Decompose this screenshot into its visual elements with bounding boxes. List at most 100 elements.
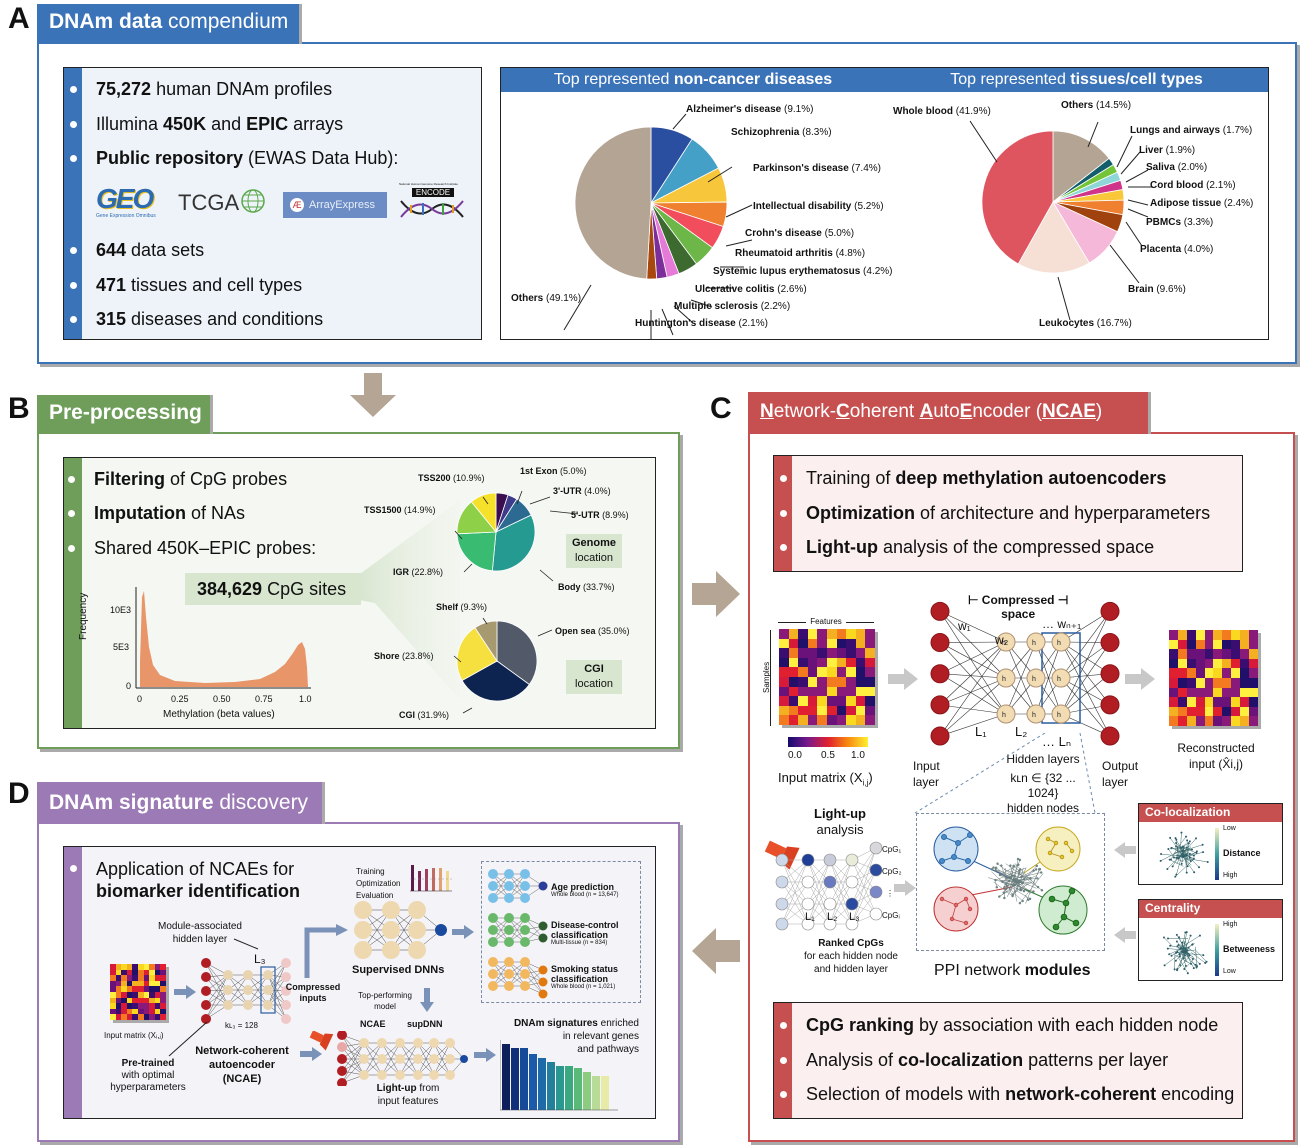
neuron xyxy=(281,1000,291,1010)
bullet-datasets: 644 data sets xyxy=(69,240,205,260)
neuron xyxy=(520,925,530,935)
neuron xyxy=(996,632,1016,652)
label-leukocytes: Leukocytes (16.7%) xyxy=(1039,318,1132,329)
neuron xyxy=(337,1031,347,1040)
label-others-disease: Others (49.1%) xyxy=(511,293,582,304)
label-pbmcs: PBMCs (3.3%) xyxy=(1146,217,1214,228)
compressed-inputs-label: Compressed inputs xyxy=(285,982,341,1003)
disease-pie-chart xyxy=(574,126,728,280)
neuron xyxy=(413,1070,423,1080)
neuron xyxy=(413,1054,423,1064)
cpg-sites-count: 384,629 CpG sites xyxy=(185,573,361,605)
distance-colorbar xyxy=(1215,828,1219,880)
neuron xyxy=(1026,668,1046,688)
supervised-dnn-network xyxy=(354,901,447,959)
neuron xyxy=(243,1000,253,1010)
label-crohns: Crohn's disease (5.0%) xyxy=(745,228,855,239)
k-l3-label: kʟ₃ = 128 xyxy=(225,1021,258,1030)
svg-text:h: h xyxy=(1032,712,1036,719)
bullet-filtering: Filtering of CpG probes xyxy=(67,469,288,489)
histogram-ylabel: Frequency xyxy=(78,592,89,640)
neuron xyxy=(359,1054,369,1064)
compressed-space-label: ⊢ Compressed ⊣ space xyxy=(968,593,1069,621)
label-igr: IGR (22.8%) xyxy=(393,567,444,577)
neuron xyxy=(429,1054,439,1064)
neuron xyxy=(263,970,273,980)
bullet-repository: Public repository (EWAS Data Hub): xyxy=(69,148,399,168)
lightup-combined-network xyxy=(309,1031,468,1086)
neuron xyxy=(460,1055,468,1063)
neuron xyxy=(445,1038,455,1048)
neuron xyxy=(281,972,291,982)
neuron xyxy=(1051,632,1071,652)
neuron xyxy=(538,933,548,943)
neuron xyxy=(488,869,498,879)
panel-b-title: Pre-processing xyxy=(37,395,210,434)
arrayexpress-icon: Æ xyxy=(290,198,304,212)
neuron xyxy=(429,1038,439,1048)
weight-wn1: … wₙ₊₁ xyxy=(1042,617,1082,631)
stripe xyxy=(64,847,82,1118)
neuron xyxy=(930,726,950,746)
label-5utr: 5'-UTR (8.9%) xyxy=(571,510,629,520)
encode-logo: National Human Genome Research Institute… xyxy=(399,182,467,226)
arrow-down-icon xyxy=(350,373,396,417)
genome-leader-lines xyxy=(454,490,579,582)
disease-leader-lines xyxy=(563,113,753,340)
neuron xyxy=(504,957,514,967)
neuron xyxy=(1026,632,1046,652)
panel-d-title: DNAm signature discovery xyxy=(37,782,322,824)
colocalization-title: Co-localization xyxy=(1139,804,1282,822)
label-ulcerative-colitis: Ulcerative colitis (2.6%) xyxy=(695,284,807,295)
svg-text:h: h xyxy=(1057,640,1061,647)
label-body: Body (33.7%) xyxy=(558,582,615,592)
label-whole-blood: Whole blood (41.9%) xyxy=(893,106,991,117)
neuron xyxy=(281,958,291,968)
task-age: Age prediction Whole blood (n = 13,647) xyxy=(551,882,619,898)
ppi-modules-label: PPI network modules xyxy=(934,962,1091,979)
flashlight-icon xyxy=(309,1031,334,1051)
d-ncae-network xyxy=(201,958,291,1024)
neuron xyxy=(488,957,498,967)
supervised-dnns-label: Supervised DNNs xyxy=(352,964,445,976)
layer-l1: L₁ xyxy=(975,724,987,739)
label-multiple-sclerosis: Multiple sclerosis (2.2%) xyxy=(674,301,791,312)
neuron xyxy=(281,1014,291,1024)
neuron xyxy=(520,981,530,991)
neuron xyxy=(538,921,548,931)
bullet-cpg-ranking: CpG ranking by association with each hid… xyxy=(779,1015,1219,1035)
task-disease: Disease-control classification Multi-tiss… xyxy=(551,920,619,946)
arrow-right-blue-icon xyxy=(300,1047,322,1061)
centrality-card: Centrality High Betweeness Low xyxy=(1138,899,1283,981)
input-matrix-label: Input matrix (Xi,j) xyxy=(778,770,873,788)
neuron xyxy=(504,869,514,879)
pie-slice xyxy=(491,514,536,572)
label-lungs: Lungs and airways (1.7%) xyxy=(1130,125,1253,136)
panel-a-title: DNAm data compendium xyxy=(37,4,299,44)
leader-line xyxy=(168,1021,208,1057)
neuron xyxy=(408,921,426,939)
tasks-box xyxy=(481,861,641,1003)
cpg-funnel xyxy=(360,500,460,700)
colorbar xyxy=(788,737,868,747)
betweeness-colorbar xyxy=(1215,924,1219,976)
signatures-label: DNAm signatures enriched in relevant gen… xyxy=(513,1018,639,1055)
neuron xyxy=(382,901,400,919)
reconstructed-heatmap xyxy=(1169,630,1258,726)
pie-slice xyxy=(470,492,497,534)
neuron xyxy=(377,1054,387,1064)
module-hidden-layer-label: Module-associated hidden layer xyxy=(158,921,242,945)
neuron xyxy=(435,924,447,936)
neuron xyxy=(223,970,233,980)
label-saliva: Saliva (2.0%) xyxy=(1146,162,1208,173)
tissue-leader-lines xyxy=(969,120,1152,321)
bullet-selection: Selection of models with network-coheren… xyxy=(779,1084,1235,1104)
svg-text:h: h xyxy=(1002,676,1006,683)
arrow-left-gray-icon xyxy=(1114,842,1136,858)
cgi-leader-lines xyxy=(453,617,553,714)
lightup-title: Light-up analysis xyxy=(814,806,866,837)
neuron xyxy=(538,965,548,975)
supdnn-label: supDNN xyxy=(407,1019,443,1029)
neuron xyxy=(281,986,291,996)
pie-slice xyxy=(496,620,538,686)
